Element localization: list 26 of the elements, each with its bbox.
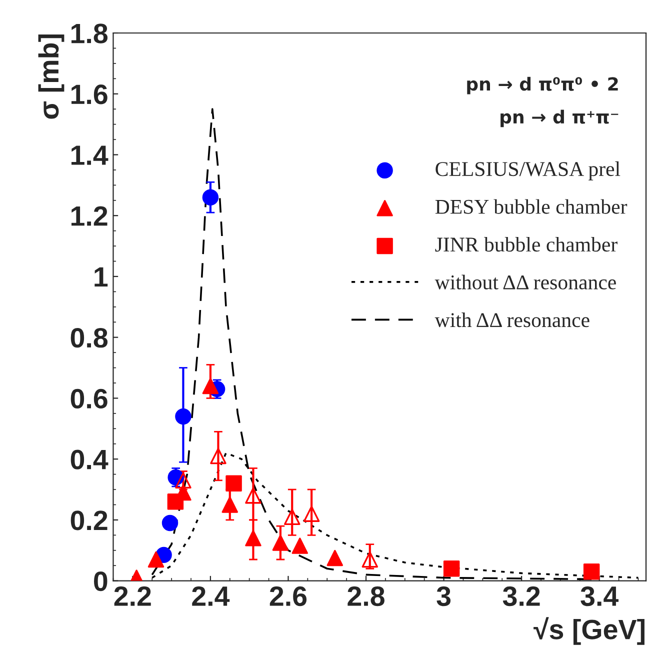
y-tick-label: 0.4 bbox=[70, 450, 108, 470]
y-tick-label: 1 bbox=[94, 267, 108, 287]
x-tick-label: 2.8 bbox=[348, 586, 384, 606]
x-tick-label: 3.4 bbox=[580, 586, 619, 606]
legend-label: DESY bubble chamber bbox=[435, 199, 628, 214]
y-tick-label: 0.8 bbox=[70, 328, 108, 348]
y-tick-label: 1.2 bbox=[71, 206, 108, 226]
legend-label: with ΔΔ resonance bbox=[434, 312, 590, 328]
x-axis-title: √s [GeV] bbox=[534, 617, 644, 645]
legend-label: JINR bubble chamber bbox=[435, 236, 618, 252]
x-tick-label: 2.2 bbox=[114, 586, 151, 606]
legend-label: CELSIUS/WASA prel bbox=[436, 161, 620, 180]
y-axis-title: σ [mb] bbox=[38, 34, 64, 119]
y-tick-label: 1.4 bbox=[71, 146, 108, 165]
x-tick-label: 2.6 bbox=[270, 586, 307, 606]
y-tick-label: 0 bbox=[94, 571, 108, 592]
annotation: pn → d π⁺π⁻ bbox=[500, 110, 618, 128]
x-tick-label: 2.4 bbox=[192, 586, 230, 606]
annotation: pn → d π⁰π⁰ • 2 bbox=[467, 76, 618, 94]
y-tick-label: 0.2 bbox=[70, 510, 108, 530]
y-tick-label: 1.8 bbox=[71, 24, 108, 44]
x-tick-label: 3 bbox=[436, 586, 451, 606]
x-tick-label: 3.2 bbox=[502, 586, 540, 606]
legend-label: without ΔΔ resonance bbox=[434, 274, 616, 290]
y-tick-label: 0.6 bbox=[70, 388, 108, 409]
y-tick-label: 1.6 bbox=[71, 84, 108, 104]
